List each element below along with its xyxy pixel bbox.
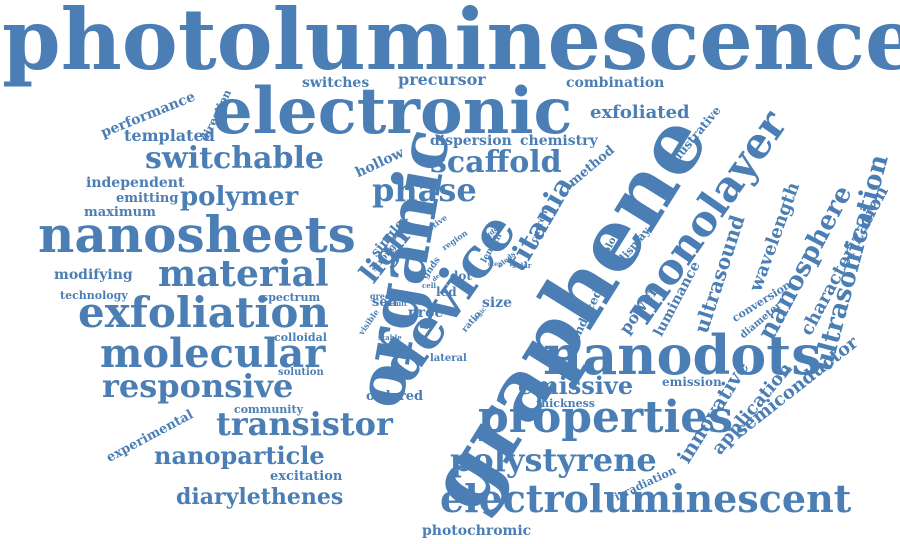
word: independent	[86, 175, 185, 191]
word: switches	[302, 75, 370, 91]
word: polystyrene	[450, 441, 657, 479]
word: transistor	[216, 405, 393, 443]
word: nanoparticle	[154, 441, 325, 470]
word: material	[158, 253, 329, 295]
word: molecular	[100, 330, 326, 377]
word: colloidal	[274, 331, 327, 344]
word: solar	[512, 261, 532, 270]
word: exfoliated	[590, 102, 690, 123]
word: templated	[124, 126, 215, 145]
word: led	[436, 285, 457, 299]
word: size	[482, 295, 513, 311]
word: step	[488, 261, 503, 268]
word: lateral	[430, 353, 467, 364]
word: emission	[662, 375, 722, 389]
word: excitation	[270, 469, 343, 484]
word: dispersion	[430, 133, 512, 149]
word: exfoliation	[78, 288, 329, 337]
word: switchable	[145, 141, 324, 176]
word: emissive	[518, 371, 634, 400]
word: scaffold	[430, 145, 562, 180]
word: chemistry	[520, 133, 598, 149]
word: electroluminescent	[440, 476, 852, 521]
word: properties	[478, 392, 734, 443]
word: self	[372, 295, 399, 310]
word: cell	[422, 281, 437, 290]
word: community	[234, 403, 303, 416]
word: spectrum	[262, 291, 321, 304]
word: emitting	[116, 191, 179, 206]
word: precursor	[398, 70, 486, 89]
word: dot	[450, 269, 472, 283]
word: result	[384, 299, 408, 308]
word: ordered	[366, 389, 424, 404]
word: diarylethenes	[176, 484, 344, 510]
word: stable	[378, 333, 402, 342]
word: combination	[566, 75, 665, 91]
word: photoluminescence	[2, 0, 900, 89]
word: solution	[278, 367, 324, 378]
word: green	[370, 291, 396, 301]
word: electronic	[212, 74, 573, 149]
word: proc	[408, 305, 444, 321]
word: nanodots	[543, 323, 822, 387]
word: phase	[372, 171, 477, 209]
word: modifying	[54, 267, 133, 283]
word: responsive	[102, 367, 294, 405]
word: polymer	[180, 182, 299, 212]
word: maximum	[84, 205, 156, 220]
word: nanosheets	[38, 205, 356, 264]
word: photochromic	[422, 523, 532, 539]
word: thickness	[536, 397, 595, 410]
word: technology	[60, 289, 128, 302]
